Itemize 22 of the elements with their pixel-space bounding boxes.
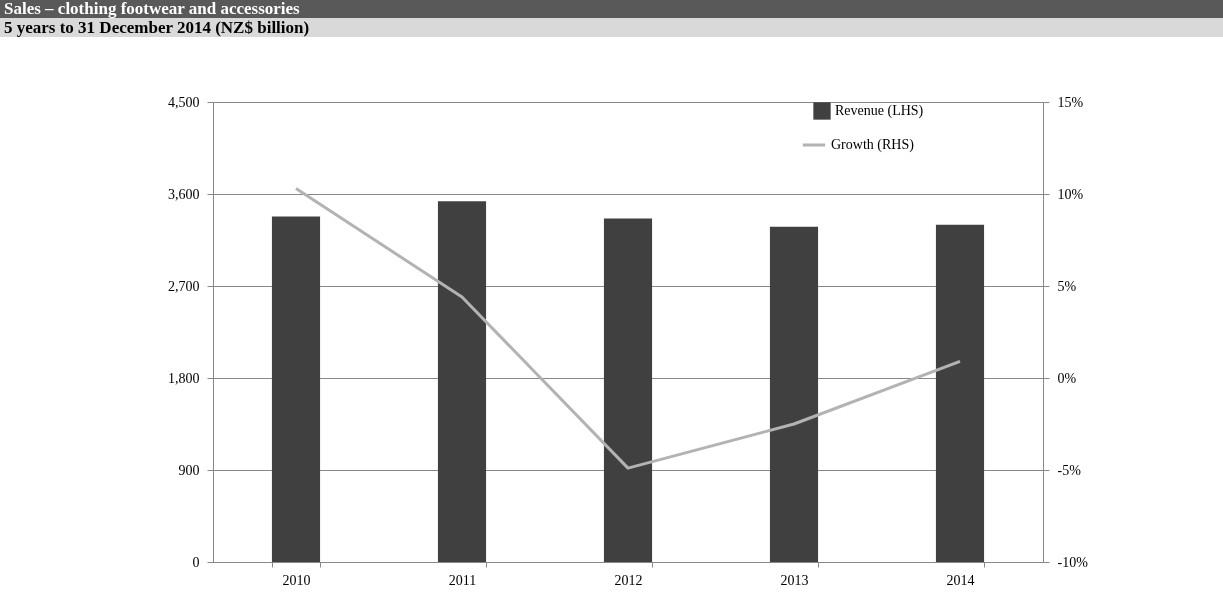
y2-tick-label: 15% (1057, 94, 1084, 110)
chart-title: Sales – clothing footwear and accessories (0, 0, 1223, 18)
y2-tick-label: -10% (1057, 554, 1089, 570)
chart-subtitle: 5 years to 31 December 2014 (NZ$ billion) (0, 18, 1223, 37)
y2-tick-label: -5% (1057, 462, 1082, 478)
y-tick-label: 4,500 (168, 94, 200, 110)
x-tick-label: 2010 (282, 572, 311, 588)
y-tick-label: 0 (192, 554, 200, 570)
y-tick-label: 3,600 (168, 186, 200, 202)
y-tick-label: 900 (178, 462, 200, 478)
y2-tick-label: 10% (1057, 186, 1084, 202)
y2-tick-label: 5% (1057, 278, 1077, 294)
x-tick-label: 2014 (946, 572, 975, 588)
y2-tick-label: 0% (1057, 370, 1077, 386)
legend-label: Revenue (LHS) (835, 103, 924, 119)
line-series (294, 186, 962, 470)
y-tick-label: 2,700 (168, 278, 200, 294)
y-tick-label: 1,800 (168, 370, 200, 386)
x-tick-label: 2011 (448, 572, 477, 588)
legend-label: Growth (RHS) (831, 137, 915, 153)
x-tick-label: 2013 (780, 572, 809, 588)
x-tick-label: 2012 (614, 572, 643, 588)
